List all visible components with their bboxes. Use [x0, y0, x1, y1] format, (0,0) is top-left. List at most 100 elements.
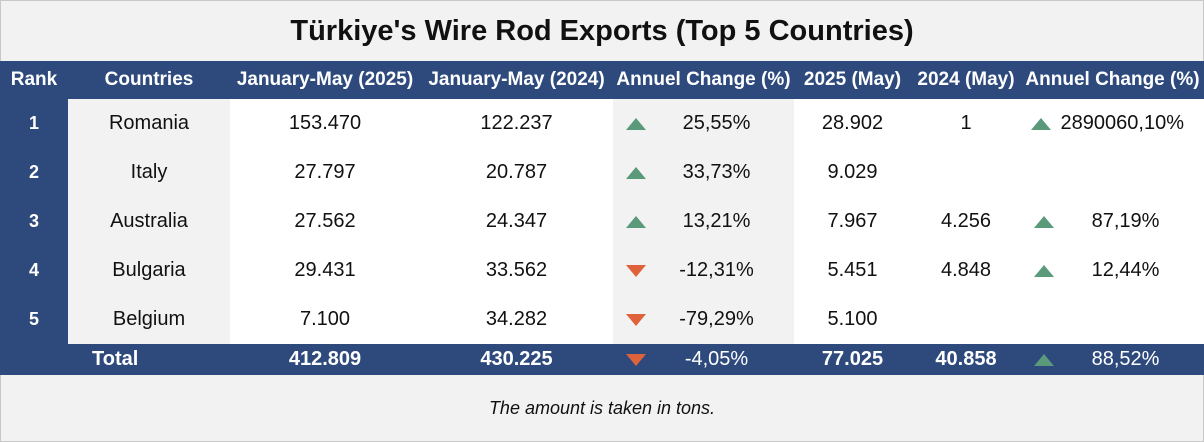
may-2025-cell: 28.902	[794, 99, 911, 148]
total-may-2025: 77.025	[794, 344, 911, 375]
table-row: 4 Bulgaria 29.431 33.562 -12,31% 5.451 4.848 12…	[0, 246, 1204, 295]
rank-cell: 3	[0, 197, 68, 246]
total-may-2024: 40.858	[911, 344, 1021, 375]
triangle-down-icon	[626, 313, 646, 326]
change-value: 88,52%	[1091, 348, 1160, 370]
header-annual-change-may: Annuel Change (%)	[1021, 61, 1204, 99]
annual-change-cell: 87,19%	[1021, 197, 1204, 246]
annual-change-cell: 2890060,10%	[1021, 99, 1204, 148]
table-row: 3 Australia 27.562 24.347 13,21% 7.967 4.256 87…	[0, 197, 1204, 246]
change-value: 25,55%	[682, 112, 751, 134]
header-may-2025: 2025 (May)	[794, 61, 911, 99]
may-2025-cell: 9.029	[794, 148, 911, 197]
change-wrap: 12,44%	[1021, 246, 1204, 295]
may-2024-cell: 4.848	[911, 246, 1021, 295]
change-value: -4,05%	[684, 348, 749, 370]
trend-indicator	[613, 264, 659, 277]
jan-may-2024-cell: 20.787	[420, 148, 613, 197]
jan-may-2025-cell: 153.470	[230, 99, 420, 148]
jan-may-2024-cell: 24.347	[420, 197, 613, 246]
header-jan-may-2024: January-May (2024)	[420, 61, 613, 99]
annual-change-cell	[1021, 295, 1204, 344]
triangle-down-icon	[626, 264, 646, 277]
jan-may-2024-cell: 34.282	[420, 295, 613, 344]
triangle-up-icon	[1034, 215, 1054, 228]
header-countries: Countries	[68, 61, 230, 99]
change-wrap: 13,21%	[613, 197, 794, 246]
change-value: 12,44%	[1091, 259, 1160, 281]
triangle-up-icon	[626, 117, 646, 130]
jan-may-2025-cell: 29.431	[230, 246, 420, 295]
trend-indicator	[613, 353, 659, 366]
table-row: 5 Belgium 7.100 34.282 -79,29% 5.100	[0, 295, 1204, 344]
trend-indicator	[613, 313, 659, 326]
change-value: 87,19%	[1091, 210, 1160, 232]
footnote: The amount is taken in tons.	[488, 398, 716, 418]
change-wrap	[1021, 148, 1204, 197]
may-2025-cell: 5.451	[794, 246, 911, 295]
trend-indicator	[613, 117, 659, 130]
may-2024-cell: 1	[911, 99, 1021, 148]
triangle-up-icon	[1030, 117, 1051, 130]
trend-indicator	[1021, 353, 1067, 366]
jan-may-2025-cell: 27.562	[230, 197, 420, 246]
country-cell: Belgium	[68, 295, 230, 344]
jan-may-2025-cell: 27.797	[230, 148, 420, 197]
total-rank-cell	[0, 344, 68, 375]
change-value: -12,31%	[679, 259, 754, 281]
may-2024-cell	[911, 295, 1021, 344]
annual-change-cell: -79,29%	[613, 295, 794, 344]
may-2025-cell: 5.100	[794, 295, 911, 344]
annual-change-cell: -4,05%	[613, 344, 794, 375]
triangle-up-icon	[626, 215, 646, 228]
trend-indicator	[1021, 215, 1067, 228]
header-may-2024: 2024 (May)	[911, 61, 1021, 99]
change-wrap: -79,29%	[613, 295, 794, 344]
triangle-down-icon	[626, 353, 646, 366]
triangle-up-icon	[1034, 353, 1054, 366]
change-wrap: 88,52%	[1021, 344, 1204, 375]
annual-change-cell	[1021, 148, 1204, 197]
change-wrap: 2890060,10%	[1021, 99, 1204, 148]
may-2024-cell	[911, 148, 1021, 197]
page-title: Türkiye's Wire Rod Exports (Top 5 Countr…	[290, 15, 914, 47]
change-wrap	[1021, 295, 1204, 344]
rank-cell: 4	[0, 246, 68, 295]
header-rank: Rank	[0, 61, 68, 99]
jan-may-2024-cell: 33.562	[420, 246, 613, 295]
total-label: Total	[68, 344, 230, 375]
annual-change-cell: 12,44%	[1021, 246, 1204, 295]
exports-table: Rank Countries January-May (2025) Januar…	[0, 61, 1204, 375]
header-row: Rank Countries January-May (2025) Januar…	[0, 61, 1204, 99]
change-wrap: 25,55%	[613, 99, 794, 148]
total-jan-may-2024: 430.225	[420, 344, 613, 375]
country-cell: Italy	[68, 148, 230, 197]
annual-change-cell: 25,55%	[613, 99, 794, 148]
annual-change-cell: -12,31%	[613, 246, 794, 295]
total-jan-may-2025: 412.809	[230, 344, 420, 375]
jan-may-2025-cell: 7.100	[230, 295, 420, 344]
trend-indicator	[1021, 264, 1067, 277]
may-2024-cell: 4.256	[911, 197, 1021, 246]
table-row: 1 Romania 153.470 122.237 25,55% 28.902 1 28900…	[0, 99, 1204, 148]
change-value: -79,29%	[679, 308, 754, 330]
trend-indicator	[613, 166, 659, 179]
annual-change-cell: 88,52%	[1021, 344, 1204, 375]
change-value: 13,21%	[682, 210, 751, 232]
trend-indicator	[1021, 117, 1061, 130]
header-annual-change-ytd: Annuel Change (%)	[613, 61, 794, 99]
change-wrap: -12,31%	[613, 246, 794, 295]
change-wrap: -4,05%	[613, 344, 794, 375]
change-wrap: 87,19%	[1021, 197, 1204, 246]
annual-change-cell: 33,73%	[613, 148, 794, 197]
trend-indicator	[613, 215, 659, 228]
country-cell: Australia	[68, 197, 230, 246]
change-value: 33,73%	[682, 161, 751, 183]
header-jan-may-2025: January-May (2025)	[230, 61, 420, 99]
country-cell: Bulgaria	[68, 246, 230, 295]
rank-cell: 2	[0, 148, 68, 197]
triangle-up-icon	[1034, 264, 1054, 277]
total-row: Total 412.809 430.225 -4,05% 77.025 40.858 88,…	[0, 344, 1204, 375]
change-value: 2890060,10%	[1060, 112, 1184, 134]
table-row: 2 Italy 27.797 20.787 33,73% 9.029	[0, 148, 1204, 197]
